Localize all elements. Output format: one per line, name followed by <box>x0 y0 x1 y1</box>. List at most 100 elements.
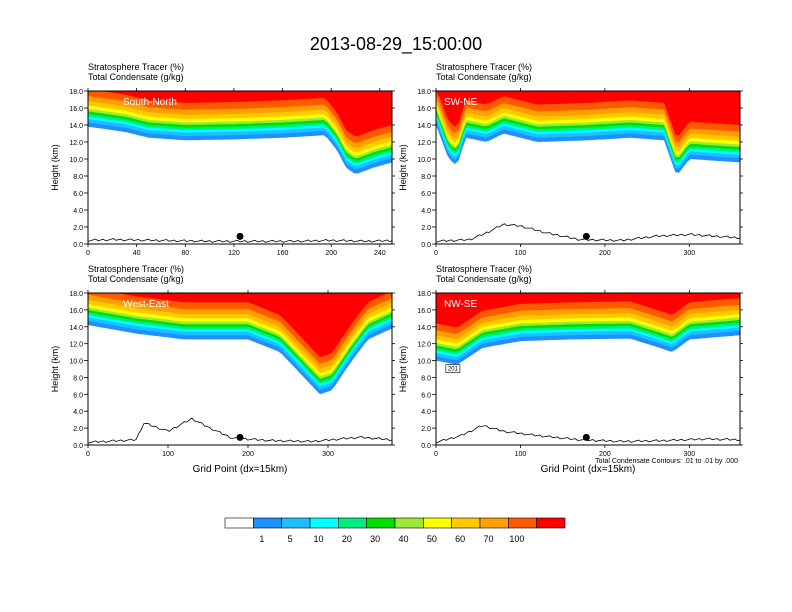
y-tick-label: 12.0 <box>417 342 431 349</box>
plot-frame <box>435 90 741 245</box>
colorbar-cell <box>508 517 537 529</box>
y-tick-label: 2.0 <box>73 426 83 433</box>
tracer-band-10 <box>436 91 740 136</box>
footnote: Total Condensate Contours: .01 to .01 by… <box>595 458 738 465</box>
x-tick-label: 300 <box>322 451 334 458</box>
colorbar: 1 5 10 20 30 40 50 60 70 100 <box>224 517 566 544</box>
y-tick-label: 12.0 <box>69 342 83 349</box>
colorbar-cell <box>451 517 481 529</box>
y-tick-label: 14.0 <box>69 123 83 130</box>
x-tick-label: 160 <box>277 250 289 257</box>
y-tick-label: 4.0 <box>73 208 83 215</box>
colorbar-cell <box>338 517 367 529</box>
colorbar-cell <box>536 517 566 529</box>
y-tick-label: 18.0 <box>417 291 431 298</box>
y-tick-label: 18.0 <box>69 291 83 298</box>
y-tick-label: 12.0 <box>69 140 83 147</box>
y-tick-label: 2.0 <box>421 225 431 232</box>
tracer-band-10 <box>88 293 392 357</box>
panel-south-north: Stratosphere Tracer (%)Total Condensate … <box>50 62 395 257</box>
y-tick-label: 16.0 <box>69 106 83 113</box>
tracer-band-10 <box>88 91 392 137</box>
figure-title: 2013-08-29_15:00:00 <box>310 34 482 55</box>
terrain-line <box>436 223 740 243</box>
tracer-band-9 <box>436 91 740 142</box>
y-tick-label: 10.0 <box>417 157 431 164</box>
y-axis-label: Height (km) <box>50 144 60 191</box>
terrain-line <box>436 425 740 444</box>
y-tick-label: 16.0 <box>69 308 83 315</box>
tracer-field <box>436 91 740 243</box>
y-tick-label: 0.0 <box>421 443 431 450</box>
y-tick-label: 10.0 <box>69 157 83 164</box>
contour-label: 201 <box>448 367 459 373</box>
x-tick-label: 300 <box>683 451 695 458</box>
panel-header-condensate: Total Condensate (g/kg) <box>436 274 532 284</box>
colorbar-cell <box>224 517 254 529</box>
panel-sw-ne: Stratosphere Tracer (%)Total Condensate … <box>398 62 743 257</box>
y-tick-label: 2.0 <box>421 426 431 433</box>
panels-group: Stratosphere Tracer (%)Total Condensate … <box>50 62 743 475</box>
y-tick-label: 8.0 <box>73 375 83 382</box>
colorbar-cell <box>281 517 311 529</box>
y-tick-label: 14.0 <box>69 325 83 332</box>
y-tick-label: 0.0 <box>73 443 83 450</box>
colorbar-label: 60 <box>455 534 465 544</box>
colorbar-label: 100 <box>509 534 524 544</box>
x-tick-label: 100 <box>515 250 527 257</box>
x-tick-label: 40 <box>133 250 141 257</box>
colorbar-label: 5 <box>288 534 293 544</box>
x-tick-label: 240 <box>374 250 386 257</box>
y-tick-label: 8.0 <box>421 174 431 181</box>
y-tick-label: 16.0 <box>417 106 431 113</box>
x-axis-label: Grid Point (dx=15km) <box>193 464 288 475</box>
y-axis-label: Height (km) <box>398 346 408 393</box>
y-tick-label: 6.0 <box>73 191 83 198</box>
y-tick-label: 0.0 <box>421 242 431 249</box>
plot-frame <box>87 292 393 446</box>
x-tick-label: 100 <box>162 451 174 458</box>
y-tick-label: 16.0 <box>417 308 431 315</box>
x-tick-label: 100 <box>515 451 527 458</box>
panel-header-condensate: Total Condensate (g/kg) <box>436 72 532 82</box>
location-marker <box>236 433 244 441</box>
location-marker <box>236 232 244 240</box>
y-axis-label: Height (km) <box>398 144 408 191</box>
y-tick-label: 0.0 <box>73 242 83 249</box>
y-tick-label: 18.0 <box>69 89 83 96</box>
x-tick-label: 300 <box>683 250 695 257</box>
y-axis-label: Height (km) <box>50 346 60 393</box>
x-axis-label: Grid Point (dx=15km) <box>541 464 636 475</box>
y-tick-label: 14.0 <box>417 123 431 130</box>
x-tick-label: 0 <box>86 451 90 458</box>
y-tick-label: 10.0 <box>417 359 431 366</box>
panel-west-east: Stratosphere Tracer (%)Total Condensate … <box>50 264 395 475</box>
x-tick-label: 200 <box>599 451 611 458</box>
tracer-band-9 <box>88 91 392 143</box>
tracer-band-10 <box>436 293 740 328</box>
panel-header-condensate: Total Condensate (g/kg) <box>88 72 184 82</box>
colorbar-cell <box>423 517 452 529</box>
colorbar-label: 1 <box>259 534 264 544</box>
section-label: NW-SE <box>444 299 477 310</box>
x-tick-label: 0 <box>434 451 438 458</box>
contour-label-box <box>445 364 461 373</box>
location-marker <box>582 232 590 240</box>
colorbar-cell <box>394 517 424 529</box>
y-tick-label: 4.0 <box>421 409 431 416</box>
y-tick-label: 12.0 <box>417 140 431 147</box>
colorbar-label: 30 <box>370 534 380 544</box>
y-tick-label: 14.0 <box>417 325 431 332</box>
y-tick-label: 6.0 <box>421 392 431 399</box>
colorbar-label: 10 <box>313 534 323 544</box>
panel-header-tracer: Stratosphere Tracer (%) <box>88 62 184 72</box>
colorbar-cell <box>253 517 282 529</box>
y-tick-label: 10.0 <box>69 359 83 366</box>
tracer-field <box>436 293 740 444</box>
y-tick-label: 4.0 <box>73 409 83 416</box>
y-tick-label: 6.0 <box>73 392 83 399</box>
y-tick-label: 6.0 <box>421 191 431 198</box>
y-tick-label: 8.0 <box>421 375 431 382</box>
terrain-line <box>88 238 392 243</box>
